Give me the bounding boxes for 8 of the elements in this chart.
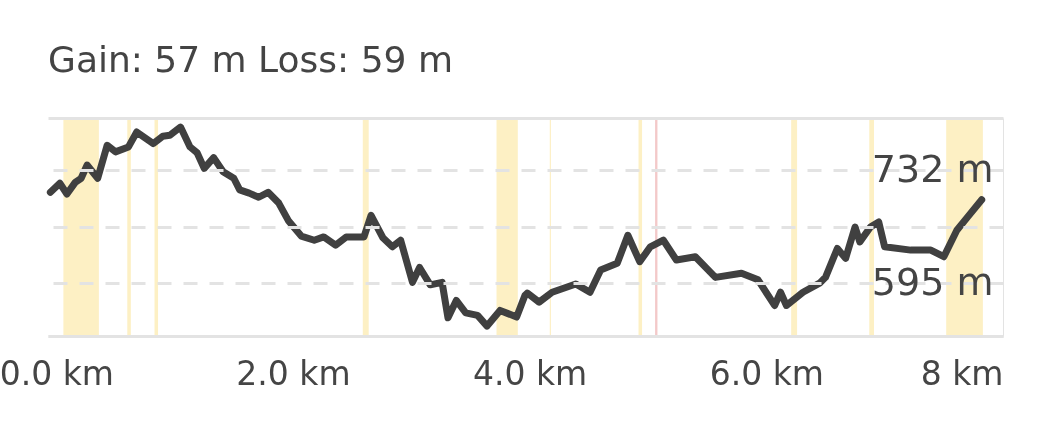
x-tick-label: 8 km [920, 353, 1004, 393]
x-tick-label: 0.0 km [0, 353, 114, 393]
y-tick-label: 732 m [871, 146, 994, 191]
y-tick-label: 595 m [871, 259, 994, 304]
x-tick-label: 2.0 km [236, 353, 351, 393]
x-tick-label: 4.0 km [473, 353, 588, 393]
chart-title: Gain: 57 m Loss: 59 m [48, 39, 453, 80]
x-tick-label: 6.0 km [709, 353, 824, 393]
